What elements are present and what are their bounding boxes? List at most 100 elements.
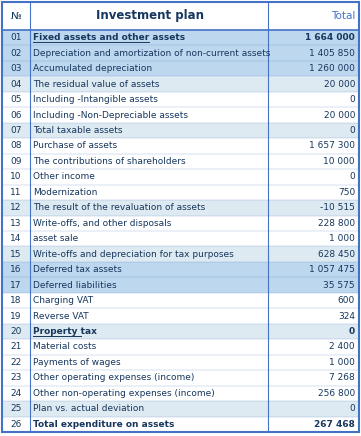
Text: Total taxable assets: Total taxable assets [33,126,122,135]
Text: 03: 03 [10,64,22,73]
Text: Property tax: Property tax [33,327,97,336]
Text: 09: 09 [10,157,22,166]
Bar [2,339,359,355]
Bar [2,2,359,30]
Bar [2,308,359,324]
Bar [2,123,359,138]
Text: 20: 20 [10,327,22,336]
Text: Total expenditure on assets: Total expenditure on assets [33,420,174,429]
Text: 1 000: 1 000 [329,358,355,367]
Text: Deferred liabilities: Deferred liabilities [33,281,117,290]
Text: Total: Total [331,11,355,21]
Text: Other income: Other income [33,172,95,181]
Text: 24: 24 [10,389,22,398]
Bar [2,154,359,169]
Bar [2,30,359,45]
Text: Other non-operating expenses (income): Other non-operating expenses (income) [33,389,215,398]
Text: 1 260 000: 1 260 000 [309,64,355,73]
Bar [2,184,359,200]
Text: 750: 750 [338,188,355,197]
Bar [2,61,359,76]
Text: Accumulated depreciation: Accumulated depreciation [33,64,152,73]
Text: The contributions of shareholders: The contributions of shareholders [33,157,186,166]
Text: 02: 02 [10,49,22,58]
Text: 04: 04 [10,80,22,89]
Bar [2,138,359,154]
Text: 10: 10 [10,172,22,181]
Bar [2,215,359,231]
Text: Modernization: Modernization [33,188,97,197]
Text: 20 000: 20 000 [323,80,355,89]
Text: Write-offs and depreciation for tax purposes: Write-offs and depreciation for tax purp… [33,250,234,259]
Text: 18: 18 [10,296,22,305]
Bar [2,76,359,92]
Bar [2,169,359,184]
Text: 13: 13 [10,219,22,228]
Text: 1 657 300: 1 657 300 [309,141,355,150]
Text: 1 057 475: 1 057 475 [309,265,355,274]
Text: Other operating expenses (income): Other operating expenses (income) [33,373,194,382]
Text: 20 000: 20 000 [323,111,355,119]
Text: Payments of wages: Payments of wages [33,358,121,367]
Text: 08: 08 [10,141,22,150]
Bar [2,200,359,215]
Text: Including -Non-Depreciable assets: Including -Non-Depreciable assets [33,111,188,119]
Text: Including -Intangible assets: Including -Intangible assets [33,95,158,104]
Text: 22: 22 [10,358,22,367]
Text: 21: 21 [10,342,22,351]
Bar [2,293,359,308]
Text: №: № [10,11,21,21]
Text: 35 575: 35 575 [323,281,355,290]
Text: 0: 0 [349,172,355,181]
Text: 600: 600 [338,296,355,305]
Text: 228 800: 228 800 [318,219,355,228]
Bar [2,324,359,339]
Text: 324: 324 [338,312,355,320]
Bar [2,246,359,262]
Text: 01: 01 [10,33,22,42]
Text: 256 800: 256 800 [318,389,355,398]
Text: 1 000: 1 000 [329,234,355,243]
Text: 0: 0 [349,126,355,135]
Bar [2,45,359,61]
Text: Write-offs, and other disposals: Write-offs, and other disposals [33,219,171,228]
Text: 14: 14 [10,234,22,243]
Text: 15: 15 [10,250,22,259]
Bar [2,231,359,246]
Text: Fixed assets and other assets: Fixed assets and other assets [33,33,185,42]
Text: The residual value of assets: The residual value of assets [33,80,160,89]
Text: asset sale: asset sale [33,234,78,243]
Bar [2,92,359,107]
Text: 2 400: 2 400 [329,342,355,351]
Bar [2,355,359,370]
Text: 628 450: 628 450 [318,250,355,259]
Text: 267 468: 267 468 [314,420,355,429]
Text: 11: 11 [10,188,22,197]
Text: -10 515: -10 515 [320,203,355,212]
Text: 10 000: 10 000 [323,157,355,166]
Text: Charging VAT: Charging VAT [33,296,93,305]
Text: Material costs: Material costs [33,342,96,351]
Text: Reverse VAT: Reverse VAT [33,312,88,320]
Text: Purchase of assets: Purchase of assets [33,141,117,150]
Text: 26: 26 [10,420,22,429]
Text: The result of the revaluation of assets: The result of the revaluation of assets [33,203,205,212]
Text: 17: 17 [10,281,22,290]
Text: 19: 19 [10,312,22,320]
Text: 07: 07 [10,126,22,135]
Text: 16: 16 [10,265,22,274]
Text: Plan vs. actual deviation: Plan vs. actual deviation [33,404,144,413]
Text: Depreciation and amortization of non-current assets: Depreciation and amortization of non-cur… [33,49,270,58]
Text: 1 405 850: 1 405 850 [309,49,355,58]
Text: 23: 23 [10,373,22,382]
Text: Deferred tax assets: Deferred tax assets [33,265,122,274]
Text: 12: 12 [10,203,22,212]
Text: 1 664 000: 1 664 000 [305,33,355,42]
Bar [2,385,359,401]
Text: 05: 05 [10,95,22,104]
Bar [2,277,359,293]
Bar [2,262,359,277]
Text: 0: 0 [349,327,355,336]
Text: 25: 25 [10,404,22,413]
Bar [2,401,359,416]
